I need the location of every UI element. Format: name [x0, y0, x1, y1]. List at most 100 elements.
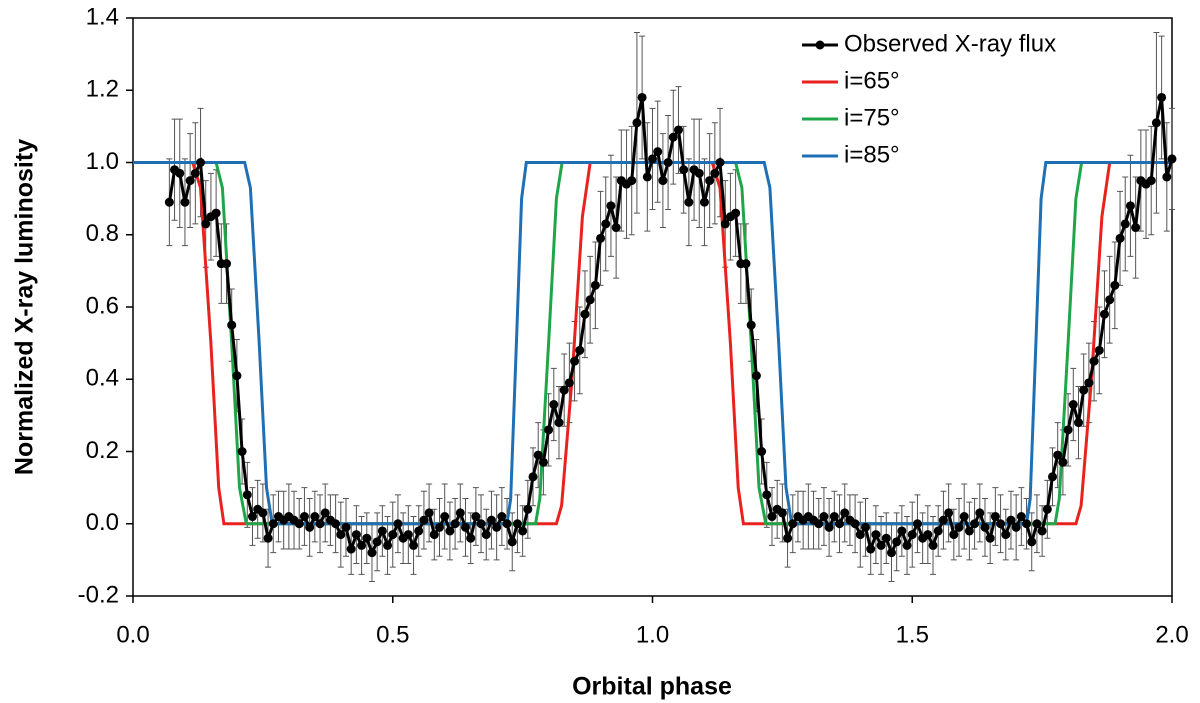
data-point	[580, 309, 590, 319]
data-point	[460, 522, 470, 532]
data-point	[1157, 92, 1167, 102]
data-point	[268, 519, 278, 529]
data-point	[497, 512, 507, 522]
data-point	[1073, 418, 1083, 428]
data-point	[367, 548, 377, 558]
data-point	[777, 508, 787, 518]
data-point	[767, 512, 777, 522]
data-point	[1042, 504, 1052, 514]
data-point	[471, 512, 481, 522]
data-point	[835, 519, 845, 529]
data-point	[590, 280, 600, 290]
data-point	[829, 512, 839, 522]
data-point	[346, 544, 356, 554]
data-point	[1089, 356, 1099, 366]
data-point	[866, 544, 876, 554]
data-point	[1146, 176, 1156, 186]
y-tick-label: 1.0	[86, 148, 119, 175]
data-point	[377, 526, 387, 536]
x-tick-label: 1.0	[636, 621, 669, 648]
data-point	[886, 548, 896, 558]
data-point	[964, 526, 974, 536]
data-point	[320, 508, 330, 518]
data-point	[684, 197, 694, 207]
data-point	[824, 522, 834, 532]
data-point	[860, 522, 870, 532]
data-point	[403, 530, 413, 540]
data-point	[933, 526, 943, 536]
data-point	[1011, 522, 1021, 532]
data-point	[455, 508, 465, 518]
data-point	[518, 526, 528, 536]
data-point	[923, 530, 933, 540]
data-point	[585, 295, 595, 305]
data-point	[1006, 515, 1016, 525]
legend-label: i=65°	[844, 67, 900, 94]
data-point	[393, 519, 403, 529]
data-point	[949, 530, 959, 540]
data-point	[549, 400, 559, 410]
y-tick-label: 1.4	[86, 3, 119, 30]
data-point	[258, 508, 268, 518]
data-point	[1058, 457, 1068, 467]
y-tick-label: -0.2	[78, 581, 119, 608]
data-point	[305, 522, 315, 532]
data-point	[414, 526, 424, 536]
data-point	[554, 418, 564, 428]
data-point	[975, 508, 985, 518]
data-point	[476, 519, 486, 529]
data-point	[1099, 309, 1109, 319]
data-point	[627, 176, 637, 186]
data-point	[1016, 512, 1026, 522]
data-point	[1037, 526, 1047, 536]
legend-label: Observed X-ray flux	[844, 30, 1056, 57]
y-tick-label: 0.6	[86, 292, 119, 319]
data-point	[466, 533, 476, 543]
data-point	[876, 540, 886, 550]
data-point	[1022, 519, 1032, 529]
model-line	[133, 161, 1172, 526]
data-point	[710, 168, 720, 178]
data-point	[1032, 519, 1042, 529]
data-point	[1084, 378, 1094, 388]
data-point	[788, 519, 798, 529]
data-point	[1048, 472, 1058, 482]
data-point	[679, 165, 689, 175]
data-point	[731, 208, 741, 218]
x-tick-label: 0.0	[116, 621, 149, 648]
data-point	[1027, 537, 1037, 547]
data-point	[538, 457, 548, 467]
data-point	[990, 512, 1000, 522]
data-point	[341, 522, 351, 532]
y-tick-label: 0.0	[86, 509, 119, 536]
data-point	[1063, 425, 1073, 435]
data-point	[164, 197, 174, 207]
data-point	[596, 233, 606, 243]
legend-label: i=85°	[844, 141, 900, 168]
data-point	[492, 522, 502, 532]
data-point	[1125, 201, 1135, 211]
data-point	[1167, 154, 1177, 164]
legend-label: i=75°	[844, 104, 900, 131]
data-point	[481, 530, 491, 540]
data-point	[1094, 345, 1104, 355]
data-point	[450, 519, 460, 529]
data-point	[372, 537, 382, 547]
data-point	[190, 168, 200, 178]
data-point	[601, 219, 611, 229]
data-point	[1001, 530, 1011, 540]
y-tick-label: 0.4	[86, 365, 119, 392]
data-point	[741, 259, 751, 269]
data-point	[383, 540, 393, 550]
data-point	[211, 208, 221, 218]
data-point	[653, 147, 663, 157]
y-tick-label: 0.8	[86, 220, 119, 247]
data-point	[445, 526, 455, 536]
data-point	[1131, 223, 1141, 233]
data-point	[419, 515, 429, 525]
data-point	[985, 533, 995, 543]
data-point	[528, 472, 538, 482]
x-tick-label: 2.0	[1155, 621, 1188, 648]
data-point	[523, 504, 533, 514]
